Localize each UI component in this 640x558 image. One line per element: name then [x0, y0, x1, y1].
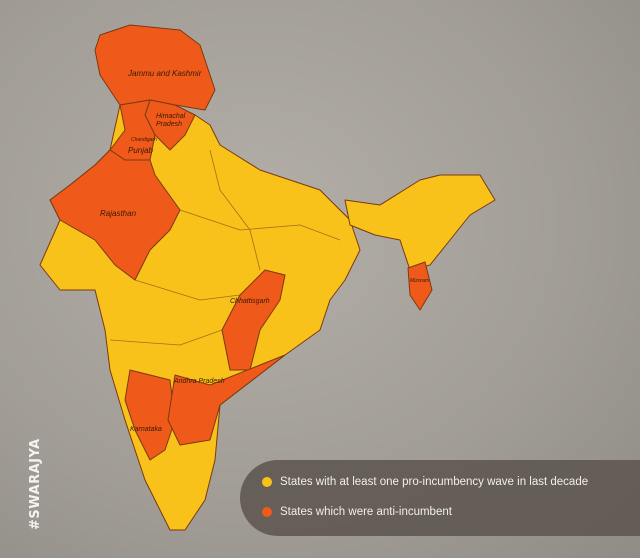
state-border-line [209, 149, 261, 271]
yellow-dot-icon [262, 477, 272, 487]
state-karnataka [124, 369, 176, 461]
label-jammu-kashmir: Jammu and Kashmir [128, 69, 202, 78]
label-chhattisgarh: Chhattisgarh [230, 298, 270, 305]
legend-label: States with at least one pro-incumbency … [280, 476, 589, 488]
label-himachal-pradesh: Himachal Pradesh [156, 113, 186, 128]
state-jammu-kashmir [94, 24, 216, 111]
state-border-line [109, 329, 223, 346]
orange-dot-icon [262, 507, 272, 517]
label-mizoram: Mizoram [410, 278, 430, 284]
legend: States with at least one pro-incumbency … [240, 460, 640, 536]
label-chandigarh: Chandigarh [131, 137, 157, 143]
label-punjab: Punjab [128, 146, 153, 155]
label-andhra-pradesh: Andhra Pradesh [174, 378, 225, 385]
watermark-logo: #SWARAJYA [28, 438, 43, 530]
label-karnataka: Karnataka [130, 426, 162, 433]
legend-item-anti-incumbent: States which were anti-incumbent [262, 505, 452, 519]
state-mizoram [407, 261, 433, 311]
state-border-line [134, 279, 241, 301]
legend-label: States which were anti-incumbent [280, 506, 452, 518]
state-border-line [179, 209, 341, 241]
state-andhra-pradesh [167, 354, 286, 446]
state-rajasthan [49, 149, 181, 281]
label-rajasthan: Rajasthan [100, 209, 137, 218]
legend-item-pro-incumbent: States with at least one pro-incumbency … [262, 475, 588, 489]
region-northeast-pro-incumbent [344, 174, 496, 271]
